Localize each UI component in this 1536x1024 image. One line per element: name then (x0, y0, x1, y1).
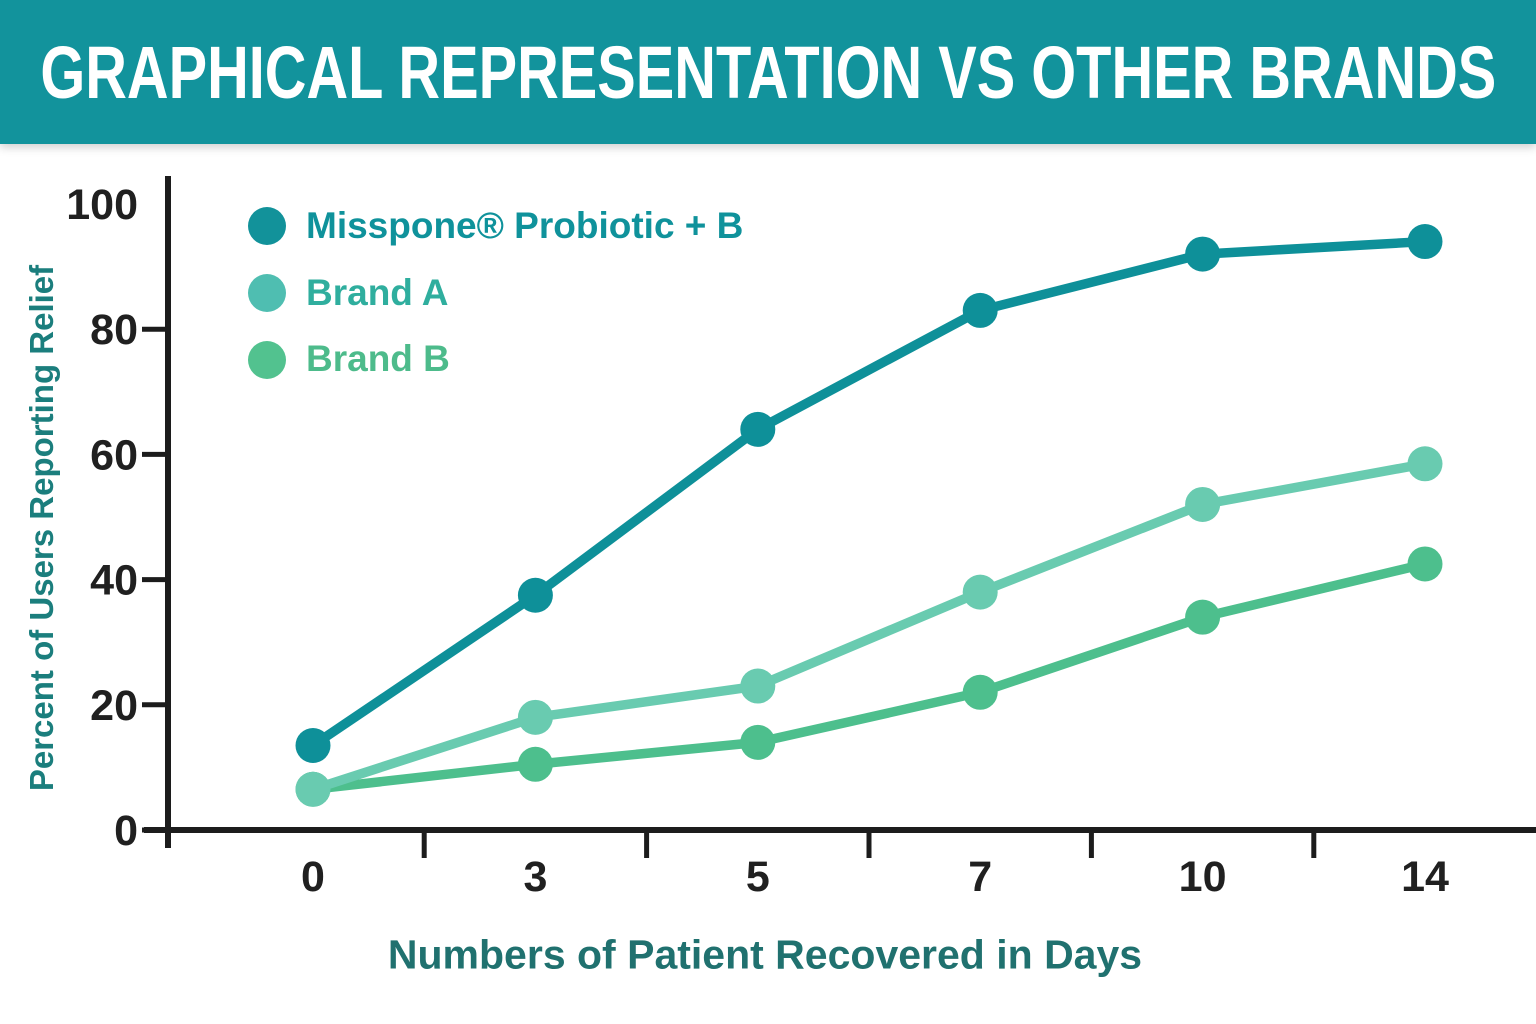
legend-swatch-brand-a-icon (248, 274, 286, 313)
series-line-1 (308, 459, 1430, 795)
series-line-0 (308, 236, 1430, 751)
data-point-series2-x3 (517, 746, 553, 782)
legend-item-brand-b: Brand B (248, 339, 743, 380)
y-axis-title: Percent of Users Reporting Relief (23, 264, 60, 792)
chart-legend: Misspone® Probiotic + B Brand A Brand B (248, 205, 744, 380)
data-point-series1-x7 (962, 574, 998, 610)
y-tick-label: 40 (90, 557, 138, 605)
data-point-series2-x5 (740, 724, 776, 760)
title-banner: GRAPHICAL REPRESENTATION VS OTHER BRANDS (0, 0, 1536, 144)
data-point-series2-x7 (962, 674, 998, 710)
x-tick-label: 10 (1179, 853, 1227, 901)
legend-label-brand-a: Brand A (306, 271, 449, 313)
legend-label-misspone: Misspone® Probiotic + B (306, 205, 744, 246)
data-point-series0-x0 (295, 727, 331, 763)
data-point-series1-x10 (1185, 486, 1221, 522)
x-tick-label: 14 (1401, 853, 1449, 901)
y-tick-label: 60 (90, 431, 138, 479)
data-point-series0-x3 (517, 577, 553, 613)
legend-item-misspone: Misspone® Probiotic + B (248, 205, 744, 247)
series-line-2 (308, 559, 1430, 795)
y-tick-label: 100 (66, 181, 138, 229)
page-title: GRAPHICAL REPRESENTATION VS OTHER BRANDS (40, 30, 1496, 114)
data-point-series1-x14 (1407, 446, 1443, 482)
x-tick-label: 3 (523, 853, 547, 901)
data-point-series0-x7 (962, 292, 998, 328)
y-tick-label: 0 (114, 807, 138, 855)
data-point-series2-x14 (1407, 546, 1443, 582)
data-point-series1-x3 (517, 699, 553, 735)
data-point-series0-x5 (740, 411, 776, 447)
data-point-series1-x5 (740, 668, 776, 704)
data-point-series2-x10 (1185, 599, 1221, 635)
y-tick-label: 20 (90, 682, 138, 730)
x-axis-title: Numbers of Patient Recovered in Days (387, 931, 1143, 978)
data-point-series0-x14 (1407, 224, 1443, 260)
legend-item-brand-a: Brand A (248, 271, 743, 314)
legend-swatch-misspone-icon (248, 207, 286, 246)
x-tick-label: 5 (746, 853, 770, 901)
x-tick-label: 0 (301, 853, 325, 901)
x-tick-label: 7 (968, 853, 992, 901)
data-point-series1-x0 (295, 771, 331, 807)
y-tick-label: 80 (90, 306, 138, 354)
data-point-series0-x10 (1185, 236, 1221, 272)
legend-label-brand-b: Brand B (306, 338, 450, 380)
legend-swatch-brand-b-icon (248, 340, 286, 379)
